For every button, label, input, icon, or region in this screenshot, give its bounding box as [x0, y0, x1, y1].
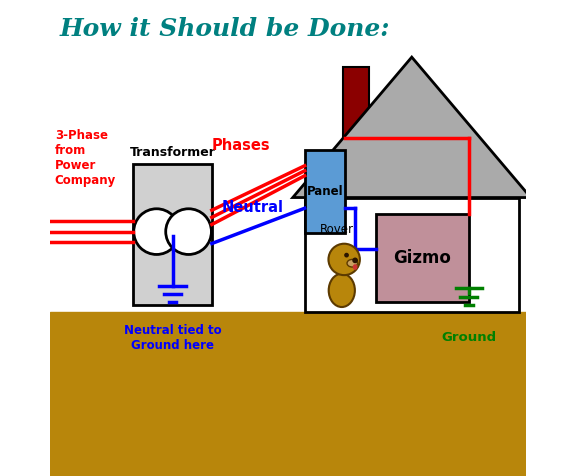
Ellipse shape: [329, 274, 355, 307]
Bar: [343, 67, 369, 157]
Text: Gizmo: Gizmo: [393, 249, 452, 267]
Polygon shape: [293, 57, 530, 198]
Text: How it Should be Done:: How it Should be Done:: [59, 17, 390, 40]
Bar: [376, 214, 469, 302]
Ellipse shape: [347, 259, 358, 267]
Text: Panel: Panel: [306, 185, 343, 198]
Circle shape: [166, 209, 211, 255]
Text: Neutral: Neutral: [221, 199, 283, 215]
Text: Phases: Phases: [212, 138, 271, 153]
Bar: [305, 150, 345, 233]
Text: Transformer: Transformer: [130, 147, 215, 159]
Bar: [50, 312, 526, 476]
Circle shape: [353, 258, 358, 263]
Text: 3-Phase
from
Power
Company: 3-Phase from Power Company: [55, 129, 116, 187]
Bar: [305, 198, 519, 312]
Bar: [133, 164, 212, 305]
Circle shape: [328, 244, 360, 275]
Ellipse shape: [353, 264, 358, 270]
Text: Neutral tied to
Ground here: Neutral tied to Ground here: [124, 324, 221, 352]
Text: Rover: Rover: [320, 223, 354, 236]
Circle shape: [344, 253, 349, 258]
Circle shape: [134, 209, 180, 255]
Ellipse shape: [331, 247, 341, 260]
Text: Ground: Ground: [441, 331, 497, 344]
